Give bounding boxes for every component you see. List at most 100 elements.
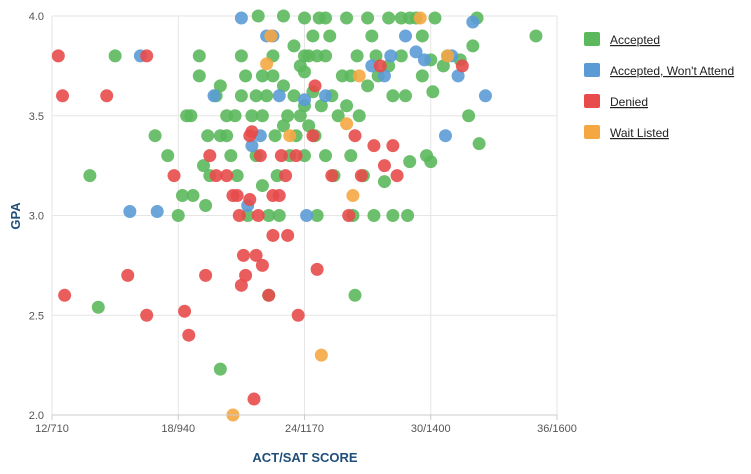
data-point xyxy=(279,169,293,183)
data-point xyxy=(462,109,476,123)
data-point xyxy=(377,159,391,173)
data-point xyxy=(314,99,328,113)
data-point xyxy=(367,139,381,153)
x-axis-ticks: 12/710 18/940 24/1170 30/1400 36/1600 xyxy=(35,415,577,435)
data-point xyxy=(123,205,137,219)
legend-item[interactable]: Accepted, Won't Attend xyxy=(584,63,734,78)
y-tick-label: 2.5 xyxy=(29,310,44,322)
data-point xyxy=(298,11,311,25)
data-point xyxy=(272,189,286,203)
data-point xyxy=(314,348,328,362)
data-point xyxy=(346,189,360,203)
data-point xyxy=(276,79,290,93)
data-point xyxy=(289,149,303,163)
data-point xyxy=(310,262,324,276)
data-point xyxy=(192,69,206,83)
data-point xyxy=(283,129,297,143)
data-point xyxy=(386,89,400,103)
data-point xyxy=(344,149,358,163)
data-point xyxy=(140,308,154,322)
data-point xyxy=(298,49,311,63)
legend-label: Denied xyxy=(610,95,648,109)
data-point xyxy=(319,89,333,103)
data-point xyxy=(298,65,311,79)
data-point xyxy=(234,89,248,103)
legend-item[interactable]: Wait Listed xyxy=(584,125,669,140)
legend: Accepted Accepted, Won't Attend Denied Wait… xyxy=(584,32,734,140)
y-axis-ticks: 2.0 2.5 3.0 3.5 4.0 xyxy=(29,11,44,422)
data-point xyxy=(253,149,267,163)
data-point xyxy=(340,11,354,25)
data-point xyxy=(377,69,391,83)
data-point xyxy=(319,11,333,25)
data-point xyxy=(403,155,417,169)
data-point xyxy=(262,209,276,222)
data-point xyxy=(293,109,307,123)
x-tick-label: 24/1170 xyxy=(285,423,324,435)
data-point xyxy=(175,189,189,203)
data-point xyxy=(361,11,375,25)
data-point xyxy=(167,169,181,183)
data-point xyxy=(140,49,154,63)
data-point xyxy=(161,149,175,163)
data-point xyxy=(331,109,345,123)
data-point xyxy=(310,209,324,222)
data-point xyxy=(361,79,375,93)
data-point xyxy=(228,109,242,123)
data-point xyxy=(91,300,105,314)
data-point xyxy=(192,49,206,63)
y-tick-label: 3.0 xyxy=(29,211,44,223)
data-point xyxy=(342,209,356,222)
series-0 xyxy=(83,9,543,376)
data-point xyxy=(377,175,391,189)
data-point xyxy=(245,109,259,123)
legend-swatch xyxy=(584,63,600,77)
legend-item[interactable]: Denied xyxy=(584,94,648,109)
data-point xyxy=(394,49,408,63)
data-point xyxy=(274,149,288,163)
data-point xyxy=(323,29,337,43)
legend-label: Wait Listed xyxy=(610,126,669,140)
data-point xyxy=(340,99,354,113)
data-point xyxy=(83,169,97,183)
data-point xyxy=(245,125,259,139)
y-axis-title: GPA xyxy=(8,202,23,230)
data-point xyxy=(291,308,305,322)
data-point xyxy=(197,159,210,173)
data-point xyxy=(466,15,480,29)
data-point xyxy=(251,9,265,23)
data-point xyxy=(262,288,276,302)
data-point xyxy=(352,69,366,83)
data-point xyxy=(51,49,65,63)
x-tick-label: 18/940 xyxy=(161,423,195,435)
data-point xyxy=(436,59,450,73)
data-point xyxy=(260,89,274,103)
legend-swatch xyxy=(584,125,600,139)
data-point xyxy=(268,129,282,143)
data-point xyxy=(325,169,339,183)
data-point xyxy=(150,205,164,219)
data-point xyxy=(213,79,227,93)
data-point xyxy=(478,89,492,103)
data-point xyxy=(178,304,192,318)
data-point xyxy=(203,149,217,163)
data-point xyxy=(424,155,438,169)
data-point xyxy=(239,268,253,282)
data-point xyxy=(236,248,250,262)
data-point xyxy=(201,129,215,143)
data-point xyxy=(260,57,274,71)
data-point xyxy=(287,39,301,53)
legend-item[interactable]: Accepted xyxy=(584,32,660,47)
x-tick-label: 36/1600 xyxy=(537,423,577,435)
data-point xyxy=(340,117,354,131)
data-point xyxy=(302,119,316,133)
data-point xyxy=(255,109,269,123)
legend-label: Accepted, Won't Attend xyxy=(610,64,734,78)
data-point xyxy=(276,119,290,133)
data-point xyxy=(220,129,234,143)
data-point xyxy=(438,129,452,143)
data-point xyxy=(382,11,396,25)
data-point xyxy=(348,288,362,302)
data-point xyxy=(148,129,162,143)
data-point xyxy=(58,288,72,302)
